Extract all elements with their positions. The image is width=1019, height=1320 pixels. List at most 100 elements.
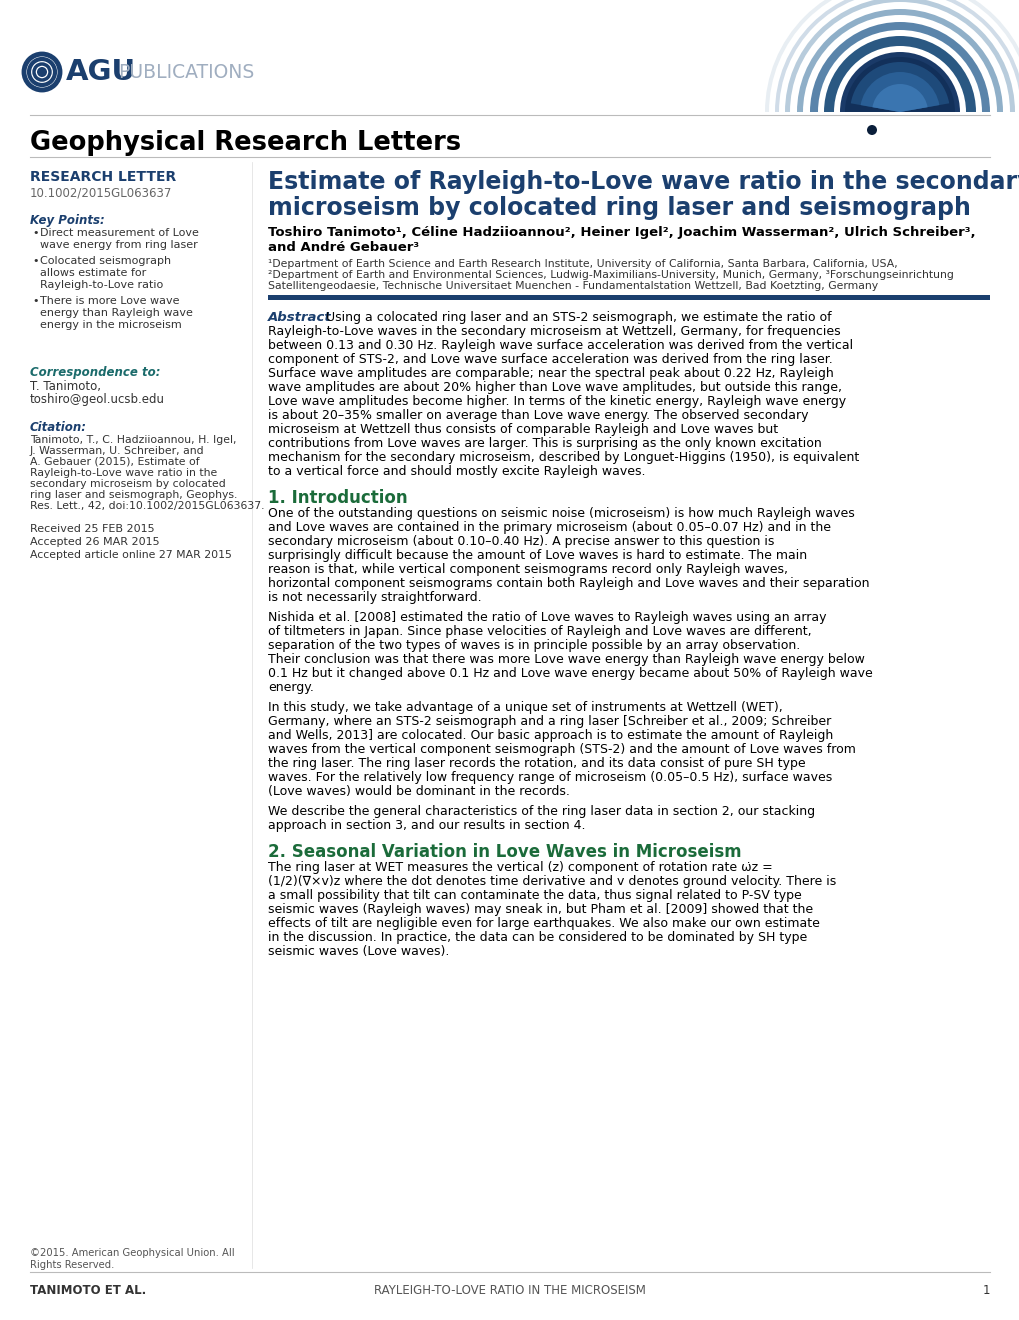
Text: energy in the microseism: energy in the microseism (40, 319, 181, 330)
Wedge shape (860, 73, 938, 112)
Text: 1: 1 (981, 1284, 989, 1298)
Text: of tiltmeters in Japan. Since phase velocities of Rayleigh and Love waves are di: of tiltmeters in Japan. Since phase velo… (268, 624, 811, 638)
Wedge shape (774, 0, 1019, 112)
Text: PUBLICATIONS: PUBLICATIONS (118, 62, 254, 82)
Text: T. Tanimoto,: T. Tanimoto, (30, 380, 101, 393)
Text: Estimate of Rayleigh-to-Love wave ratio in the secondary: Estimate of Rayleigh-to-Love wave ratio … (268, 170, 1019, 194)
Text: reason is that, while vertical component seismograms record only Rayleigh waves,: reason is that, while vertical component… (268, 564, 788, 576)
Text: and Wells, 2013] are colocated. Our basic approach is to estimate the amount of : and Wells, 2013] are colocated. Our basi… (268, 729, 833, 742)
Wedge shape (844, 57, 954, 112)
Text: (1/2)(∇×v)z where the dot denotes time derivative and v denotes ground velocity.: (1/2)(∇×v)z where the dot denotes time d… (268, 875, 836, 888)
Text: The ring laser at WET measures the vertical (z) component of rotation rate ω̇z =: The ring laser at WET measures the verti… (268, 861, 772, 874)
Wedge shape (785, 0, 1014, 112)
Text: Their conclusion was that there was more Love wave energy than Rayleigh wave ene: Their conclusion was that there was more… (268, 653, 864, 667)
Text: microseism by colocated ring laser and seismograph: microseism by colocated ring laser and s… (268, 195, 970, 220)
Text: waves from the vertical component seismograph (STS-2) and the amount of Love wav: waves from the vertical component seismo… (268, 743, 855, 756)
Text: Citation:: Citation: (30, 421, 87, 434)
Text: allows estimate for: allows estimate for (40, 268, 146, 279)
Text: Rights Reserved.: Rights Reserved. (30, 1261, 114, 1270)
Text: Accepted 26 MAR 2015: Accepted 26 MAR 2015 (30, 537, 159, 546)
Text: contributions from Love waves are larger. This is surprising as the only known e: contributions from Love waves are larger… (268, 437, 821, 450)
Circle shape (37, 67, 47, 77)
Text: and Love waves are contained in the primary microseism (about 0.05–0.07 Hz) and : and Love waves are contained in the prim… (268, 521, 830, 535)
Text: seismic waves (Rayleigh waves) may sneak in, but Pham et al. [2009] showed that : seismic waves (Rayleigh waves) may sneak… (268, 903, 812, 916)
Text: Accepted article online 27 MAR 2015: Accepted article online 27 MAR 2015 (30, 550, 231, 560)
Wedge shape (764, 0, 1019, 112)
Text: ring laser and seismograph, Geophys.: ring laser and seismograph, Geophys. (30, 490, 237, 500)
Text: Geophysical Research Letters: Geophysical Research Letters (30, 129, 461, 156)
Text: is about 20–35% smaller on average than Love wave energy. The observed secondary: is about 20–35% smaller on average than … (268, 409, 808, 422)
Text: •: • (32, 256, 39, 267)
Text: approach in section 3, and our results in section 4.: approach in section 3, and our results i… (268, 818, 585, 832)
Text: Nishida et al. [2008] estimated the ratio of Love waves to Rayleigh waves using : Nishida et al. [2008] estimated the rati… (268, 611, 825, 624)
Text: (Love waves) would be dominant in the records.: (Love waves) would be dominant in the re… (268, 785, 570, 799)
Text: ¹Department of Earth Science and Earth Research Institute, University of Califor: ¹Department of Earth Science and Earth R… (268, 259, 897, 269)
Wedge shape (796, 9, 1002, 112)
Text: wave energy from ring laser: wave energy from ring laser (40, 240, 198, 249)
Text: seismic waves (Love waves).: seismic waves (Love waves). (268, 945, 449, 958)
Text: effects of tilt are negligible even for large earthquakes. We also make our own : effects of tilt are negligible even for … (268, 917, 819, 931)
Text: ²Department of Earth and Environmental Sciences, Ludwig-Maximilians-University, : ²Department of Earth and Environmental S… (268, 271, 953, 280)
Text: AGU: AGU (66, 58, 136, 86)
Text: Germany, where an STS-2 seismograph and a ring laser [Schreiber et al., 2009; Sc: Germany, where an STS-2 seismograph and … (268, 715, 830, 729)
Text: energy.: energy. (268, 681, 314, 694)
Text: is not necessarily straightforward.: is not necessarily straightforward. (268, 591, 481, 605)
Text: to a vertical force and should mostly excite Rayleigh waves.: to a vertical force and should mostly ex… (268, 465, 645, 478)
Text: horizontal component seismograms contain both Rayleigh and Love waves and their : horizontal component seismograms contain… (268, 577, 868, 590)
Text: A. Gebauer (2015), Estimate of: A. Gebauer (2015), Estimate of (30, 457, 200, 467)
Wedge shape (871, 84, 926, 112)
Wedge shape (840, 51, 959, 112)
Text: Key Points:: Key Points: (30, 214, 105, 227)
Bar (268, 294, 989, 300)
Text: In this study, we take advantage of a unique set of instruments at Wettzell (WET: In this study, we take advantage of a un… (268, 701, 782, 714)
Text: 0.1 Hz but it changed above 0.1 Hz and Love wave energy became about 50% of Rayl: 0.1 Hz but it changed above 0.1 Hz and L… (268, 667, 872, 680)
Text: RAYLEIGH-TO-LOVE RATIO IN THE MICROSEISM: RAYLEIGH-TO-LOVE RATIO IN THE MICROSEISM (374, 1284, 645, 1298)
Circle shape (866, 125, 876, 135)
Text: One of the outstanding questions on seismic noise (microseism) is how much Rayle: One of the outstanding questions on seis… (268, 507, 854, 520)
Text: Colocated seismograph: Colocated seismograph (40, 256, 171, 267)
Wedge shape (809, 22, 989, 112)
Text: RESEARCH LETTER: RESEARCH LETTER (30, 170, 176, 183)
Text: secondary microseism by colocated: secondary microseism by colocated (30, 479, 225, 488)
Text: Rayleigh-to-Love wave ratio in the: Rayleigh-to-Love wave ratio in the (30, 469, 217, 478)
Text: Rayleigh-to-Love waves in the secondary microseism at Wettzell, Germany, for fre: Rayleigh-to-Love waves in the secondary … (268, 325, 840, 338)
Text: the ring laser. The ring laser records the rotation, and its data consist of pur: the ring laser. The ring laser records t… (268, 756, 805, 770)
Text: Satellitengeodaesie, Technische Universitaet Muenchen - Fundamentalstation Wettz: Satellitengeodaesie, Technische Universi… (268, 281, 877, 290)
Text: waves. For the relatively low frequency range of microseism (0.05–0.5 Hz), surfa: waves. For the relatively low frequency … (268, 771, 832, 784)
Text: energy than Rayleigh wave: energy than Rayleigh wave (40, 308, 193, 318)
Text: 1. Introduction: 1. Introduction (268, 488, 408, 507)
Text: We describe the general characteristics of the ring laser data in section 2, our: We describe the general characteristics … (268, 805, 814, 818)
Text: Res. Lett., 42, doi:10.1002/2015GL063637.: Res. Lett., 42, doi:10.1002/2015GL063637… (30, 502, 264, 511)
Text: J. Wasserman, U. Schreiber, and: J. Wasserman, U. Schreiber, and (30, 446, 205, 455)
Text: •: • (32, 296, 39, 306)
Text: Received 25 FEB 2015: Received 25 FEB 2015 (30, 524, 155, 535)
Text: Correspondence to:: Correspondence to: (30, 366, 160, 379)
Wedge shape (823, 36, 975, 112)
Text: component of STS-2, and Love wave surface acceleration was derived from the ring: component of STS-2, and Love wave surfac… (268, 352, 832, 366)
Text: and André Gebauer³: and André Gebauer³ (268, 242, 419, 253)
Text: a small possibility that tilt can contaminate the data, thus signal related to P: a small possibility that tilt can contam… (268, 888, 801, 902)
Text: mechanism for the secondary microseism, described by Longuet-Higgins (1950), is : mechanism for the secondary microseism, … (268, 451, 858, 465)
Text: Toshiro Tanimoto¹, Céline Hadziioannou², Heiner Igel², Joachim Wasserman², Ulric: Toshiro Tanimoto¹, Céline Hadziioannou²,… (268, 226, 974, 239)
Text: wave amplitudes are about 20% higher than Love wave amplitudes, but outside this: wave amplitudes are about 20% higher tha… (268, 381, 841, 393)
Text: surprisingly difficult because the amount of Love waves is hard to estimate. The: surprisingly difficult because the amoun… (268, 549, 806, 562)
Wedge shape (850, 62, 949, 112)
Text: toshiro@geol.ucsb.edu: toshiro@geol.ucsb.edu (30, 393, 165, 407)
Text: Tanimoto, T., C. Hadziioannou, H. Igel,: Tanimoto, T., C. Hadziioannou, H. Igel, (30, 436, 236, 445)
Text: 2. Seasonal Variation in Love Waves in Microseism: 2. Seasonal Variation in Love Waves in M… (268, 843, 741, 861)
Text: Direct measurement of Love: Direct measurement of Love (40, 228, 199, 238)
Text: separation of the two types of waves is in principle possible by an array observ: separation of the two types of waves is … (268, 639, 800, 652)
Text: microseism at Wettzell thus consists of comparable Rayleigh and Love waves but: microseism at Wettzell thus consists of … (268, 422, 777, 436)
Text: There is more Love wave: There is more Love wave (40, 296, 179, 306)
Text: •: • (32, 228, 39, 238)
Text: Love wave amplitudes become higher. In terms of the kinetic energy, Rayleigh wav: Love wave amplitudes become higher. In t… (268, 395, 846, 408)
Text: secondary microseism (about 0.10–0.40 Hz). A precise answer to this question is: secondary microseism (about 0.10–0.40 Hz… (268, 535, 773, 548)
Text: between 0.13 and 0.30 Hz. Rayleigh wave surface acceleration was derived from th: between 0.13 and 0.30 Hz. Rayleigh wave … (268, 339, 852, 352)
Text: TANIMOTO ET AL.: TANIMOTO ET AL. (30, 1284, 146, 1298)
Text: Rayleigh-to-Love ratio: Rayleigh-to-Love ratio (40, 280, 163, 290)
Text: ©2015. American Geophysical Union. All: ©2015. American Geophysical Union. All (30, 1247, 234, 1258)
Text: Using a colocated ring laser and an STS-2 seismograph, we estimate the ratio of: Using a colocated ring laser and an STS-… (326, 312, 830, 323)
Text: in the discussion. In practice, the data can be considered to be dominated by SH: in the discussion. In practice, the data… (268, 931, 806, 944)
Text: Abstract: Abstract (268, 312, 331, 323)
Text: 10.1002/2015GL063637: 10.1002/2015GL063637 (30, 186, 172, 199)
